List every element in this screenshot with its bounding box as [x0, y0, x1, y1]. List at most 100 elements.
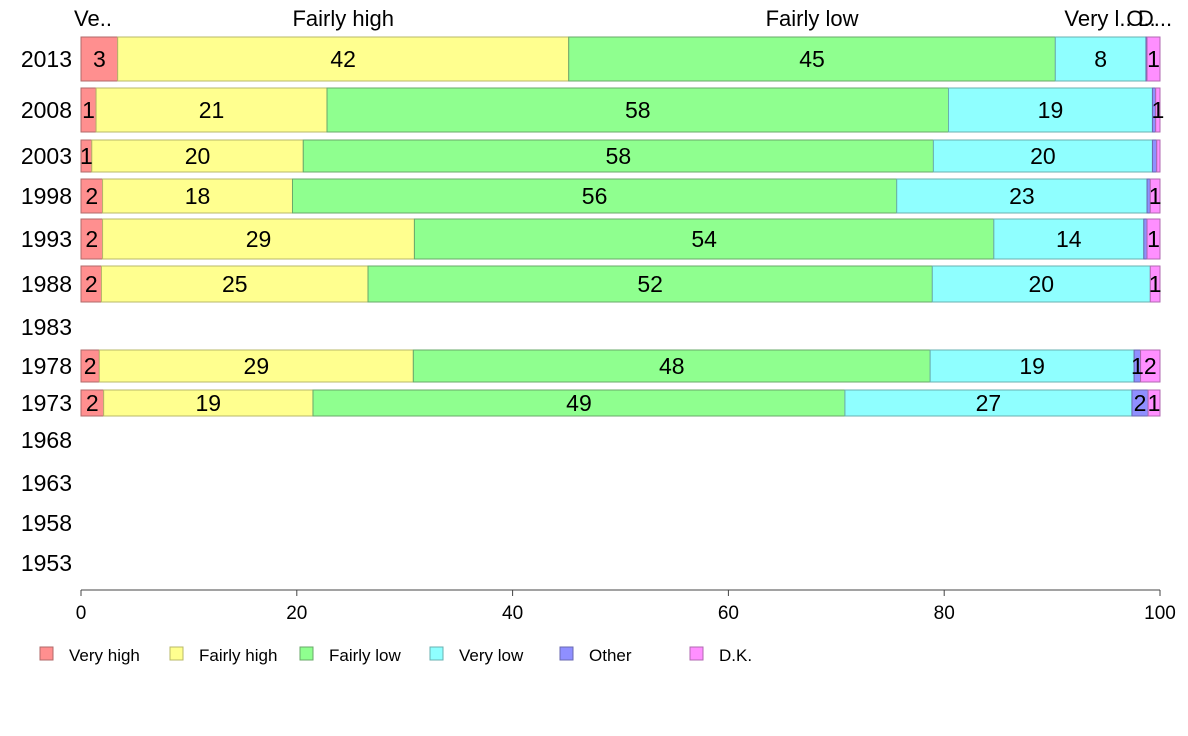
- bar-1993-fairly-low: [413, 218, 995, 260]
- year-label-1963: 1963: [21, 470, 72, 496]
- year-label-1983: 1983: [21, 314, 72, 340]
- bar-2013-d-k-: [1146, 36, 1161, 82]
- data-label-1998-fairly-high: 18: [185, 183, 211, 209]
- top-label-0: Ve..: [74, 6, 112, 31]
- bar-1993-very-low: [993, 218, 1145, 260]
- year-labels-layer: 2013 2008 2003 1998 1993 1988 1983 1978 1973 1968…: [21, 46, 72, 576]
- year-label-2003: 2003: [21, 143, 72, 169]
- bar-2013-very-high: [80, 36, 119, 82]
- bar-1998-fairly-high: [102, 178, 293, 214]
- data-label-1988-fairly-high: 25: [222, 271, 248, 297]
- top-label-2: Fairly low: [766, 6, 859, 31]
- data-label-2008-d-k-: 1: [1151, 97, 1164, 123]
- bar-1988-fairly-low: [367, 265, 933, 303]
- data-label-1998-d-k-: 1: [1149, 183, 1162, 209]
- data-label-1998-very-low: 23: [1009, 183, 1035, 209]
- legend-label-other: Other: [589, 646, 632, 665]
- bar-2003-fairly-low: [302, 139, 934, 173]
- data-label-2003-fairly-high: 20: [185, 143, 211, 169]
- legend-label-d-k-: D.K.: [719, 646, 752, 665]
- data-label-2003-very-low: 20: [1030, 143, 1056, 169]
- x-axis: 0 20 40 60 80 100: [76, 589, 1176, 624]
- legend-swatch-very-high: [39, 646, 54, 661]
- bar-1978-very-low: [929, 349, 1135, 383]
- x-tick-label-80: 80: [934, 603, 955, 624]
- data-label-1973-fairly-high: 19: [196, 390, 222, 416]
- data-label-2013-fairly-low: 45: [799, 46, 825, 72]
- data-label-1988-fairly-low: 52: [637, 271, 663, 297]
- bar-1978-d-k-: [1140, 349, 1161, 383]
- data-label-2008-very-high: 1: [82, 97, 95, 123]
- legend-swatch-d-k-: [689, 646, 704, 661]
- bar-1973-very-low: [844, 389, 1133, 417]
- data-label-1973-very-low: 27: [976, 390, 1002, 416]
- bar-1973-fairly-high: [103, 389, 314, 417]
- bar-1973-d-k-: [1147, 389, 1161, 417]
- bar-2008-very-low: [948, 87, 1153, 133]
- data-label-2013-d-k-: 1: [1147, 46, 1160, 72]
- bar-1978-fairly-low: [412, 349, 931, 383]
- data-label-1998-very-high: 2: [85, 183, 98, 209]
- bar-2003-very-low: [932, 139, 1153, 173]
- data-label-1993-fairly-low: 54: [691, 226, 717, 252]
- data-label-2013-fairly-high: 42: [330, 46, 356, 72]
- bar-2003-d-k-: [1156, 139, 1161, 173]
- legend-swatch-very-low: [429, 646, 444, 661]
- legend: Very high Fairly high Fairly low Very low Ot…: [39, 646, 752, 665]
- legend-swatch-fairly-high: [169, 646, 184, 661]
- data-label-1993-very-low: 14: [1056, 226, 1082, 252]
- data-label-2008-fairly-high: 21: [199, 97, 225, 123]
- bar-1988-very-low: [931, 265, 1151, 303]
- data-label-2008-fairly-low: 58: [625, 97, 651, 123]
- data-label-1988-very-low: 20: [1029, 271, 1055, 297]
- top-label-1: Fairly high: [292, 6, 393, 31]
- year-label-2008: 2008: [21, 97, 72, 123]
- bar-2013-fairly-low: [568, 36, 1056, 82]
- data-label-1993-very-high: 2: [85, 226, 98, 252]
- x-tick-label-20: 20: [286, 603, 307, 624]
- data-label-1978-very-low: 19: [1019, 353, 1045, 379]
- top-labels-layer: Ve.. Fairly high Fairly low Very l..O..D...: [74, 6, 1172, 31]
- year-label-1953: 1953: [21, 550, 72, 576]
- legend-label-very-low: Very low: [459, 646, 524, 665]
- x-tick-label-60: 60: [718, 603, 739, 624]
- top-label-5: D...: [1138, 6, 1172, 31]
- bar-1988-fairly-high: [101, 265, 369, 303]
- data-label-1978-fairly-high: 29: [244, 353, 270, 379]
- x-tick-label-0: 0: [76, 603, 87, 624]
- x-tick-label-100: 100: [1144, 603, 1176, 624]
- year-label-1993: 1993: [21, 226, 72, 252]
- data-label-1993-fairly-high: 29: [246, 226, 272, 252]
- data-label-1978-d-k-: 2: [1144, 353, 1157, 379]
- bar-2008-fairly-low: [326, 87, 950, 133]
- bar-2008-d-k-: [1155, 87, 1161, 133]
- year-label-1988: 1988: [21, 271, 72, 297]
- year-label-1973: 1973: [21, 390, 72, 416]
- bar-1993-fairly-high: [102, 218, 415, 260]
- data-label-1978-fairly-low: 48: [659, 353, 685, 379]
- data-label-1973-d-k-: 1: [1148, 390, 1161, 416]
- bar-1993-d-k-: [1146, 218, 1161, 260]
- data-label-2013-very-high: 3: [93, 46, 106, 72]
- legend-swatch-fairly-low: [299, 646, 314, 661]
- top-label-3: Very l..: [1064, 6, 1131, 31]
- year-label-2013: 2013: [21, 46, 72, 72]
- data-label-1998-fairly-low: 56: [582, 183, 608, 209]
- data-label-1978-other: 1: [1131, 353, 1144, 379]
- bar-2008-fairly-high: [95, 87, 328, 133]
- data-label-1993-d-k-: 1: [1147, 226, 1160, 252]
- bar-2003-other: [1151, 139, 1158, 173]
- year-label-1958: 1958: [21, 510, 72, 536]
- bars-layer: [80, 36, 1161, 417]
- legend-label-fairly-low: Fairly low: [329, 646, 402, 665]
- data-label-2008-very-low: 19: [1038, 97, 1064, 123]
- legend-label-very-high: Very high: [69, 646, 140, 665]
- data-label-2013-very-low: 8: [1094, 46, 1107, 72]
- top-label-4: O..: [1126, 6, 1155, 31]
- data-label-1988-very-high: 2: [85, 271, 98, 297]
- legend-label-fairly-high: Fairly high: [199, 646, 277, 665]
- year-label-1968: 1968: [21, 427, 72, 453]
- x-tick-label-40: 40: [502, 603, 523, 624]
- data-label-1973-very-high: 2: [86, 390, 99, 416]
